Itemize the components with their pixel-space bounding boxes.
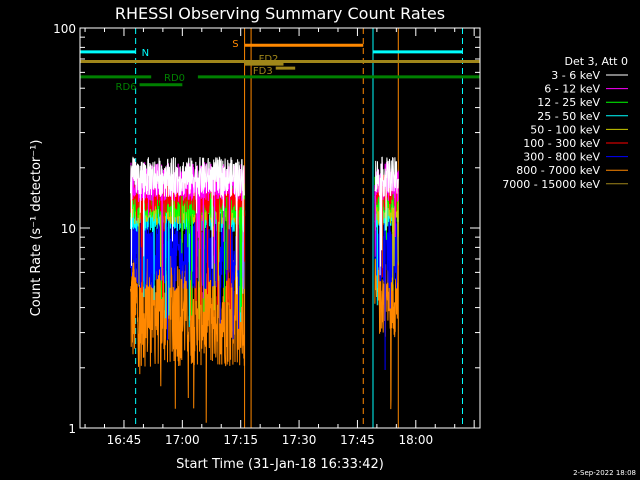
data-traces xyxy=(79,28,463,428)
series-trace xyxy=(374,156,399,276)
flag-label: RD6 xyxy=(116,82,137,93)
legend-entry-label: 25 - 50 keV xyxy=(537,110,600,123)
legend-entry-label: 12 - 25 keV xyxy=(537,96,600,109)
legend-title: Det 3, Att 0 xyxy=(565,55,629,68)
flag-label: FD3 xyxy=(253,66,273,77)
legend-entry-label: 6 - 12 keV xyxy=(544,83,600,96)
flag-label: RD0 xyxy=(164,73,185,84)
legend-entry-label: 800 - 7000 keV xyxy=(516,164,600,177)
y-tick-label: 1 xyxy=(68,422,76,436)
x-tick-label: 18:00 xyxy=(399,433,434,447)
legend-entry-label: 50 - 100 keV xyxy=(530,123,600,136)
y-axis-label: Count Rate (s⁻¹ detector⁻¹) xyxy=(29,140,44,317)
x-tick-label: 16:45 xyxy=(107,433,142,447)
x-tick-label: 17:15 xyxy=(223,433,258,447)
date-stamp: 2-Sep-2022 18:08 xyxy=(573,469,636,477)
x-axis-label: Start Time (31-Jan-18 16:33:42) xyxy=(176,457,384,472)
axes: 16:45 17:00 17:15 17:30 17:45 18:00 1 10 100 xyxy=(53,22,481,447)
y-tick-label: 10 xyxy=(61,222,76,236)
flag-label: S xyxy=(232,39,238,50)
legend-entry-label: 7000 - 15000 keV xyxy=(502,178,600,191)
x-tick-label: 17:45 xyxy=(340,433,375,447)
chart-title: RHESSI Observing Summary Count Rates xyxy=(115,4,445,23)
flag-label: N xyxy=(142,48,149,59)
series-trace xyxy=(130,156,245,295)
x-tick-label: 17:00 xyxy=(165,433,200,447)
legend-entry-label: 300 - 800 keV xyxy=(523,151,600,164)
series-trace xyxy=(130,247,246,423)
legend-entry-label: 100 - 300 keV xyxy=(523,137,600,150)
x-tick-label: 17:30 xyxy=(282,433,317,447)
y-tick-label: 100 xyxy=(53,22,76,36)
flag-label: FD2 xyxy=(259,54,279,65)
legend-entry-label: 3 - 6 keV xyxy=(551,69,600,82)
series-trace xyxy=(130,216,246,341)
